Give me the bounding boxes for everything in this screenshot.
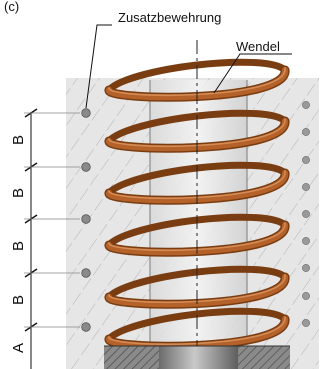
reinforcement-label: Zusatzbewehrung — [118, 10, 221, 25]
reinforcement-bar-dot — [302, 156, 310, 164]
spiral-callout-line — [213, 53, 292, 94]
reinforcement-bar-dot — [302, 292, 310, 300]
spiral-label: Wendel — [236, 39, 280, 54]
anchor-plate-right-hatch — [238, 346, 290, 369]
reinforcement-bar-dot — [81, 268, 91, 278]
reinforcement-bar-dot — [81, 322, 91, 332]
reinforcement-bars-left — [81, 108, 91, 332]
reinforcement-bar-dot — [302, 101, 310, 109]
reinforcement-bar-dot — [81, 214, 91, 224]
reinforcement-bar-dot — [302, 237, 310, 245]
reinforcement-bar-dot — [302, 319, 310, 327]
dimension-label: B — [10, 241, 27, 251]
anchor-plate-left-hatch — [104, 346, 159, 369]
dimension-label: A — [10, 343, 27, 353]
reinforcement-bar-dot — [81, 162, 91, 172]
spiral-back-winding — [105, 307, 289, 343]
dimension-label: B — [10, 188, 27, 198]
reinforcement-bar-dot — [302, 183, 310, 191]
reinforcement-bar-dot — [302, 210, 310, 218]
reinforcement-bar-dot — [81, 108, 91, 118]
reinforcement-callout-line — [85, 24, 112, 109]
reinforcement-bar-dot — [302, 128, 310, 136]
anchor-boss — [159, 346, 238, 369]
reinforcement-bars-right — [302, 101, 310, 327]
dimension-label: B — [10, 295, 27, 305]
dimension-label: B — [10, 135, 27, 145]
figure-label: (c) — [4, 0, 19, 14]
reinforcement-bar-dot — [302, 264, 310, 272]
dimension-chain: B B B B A — [10, 108, 80, 369]
